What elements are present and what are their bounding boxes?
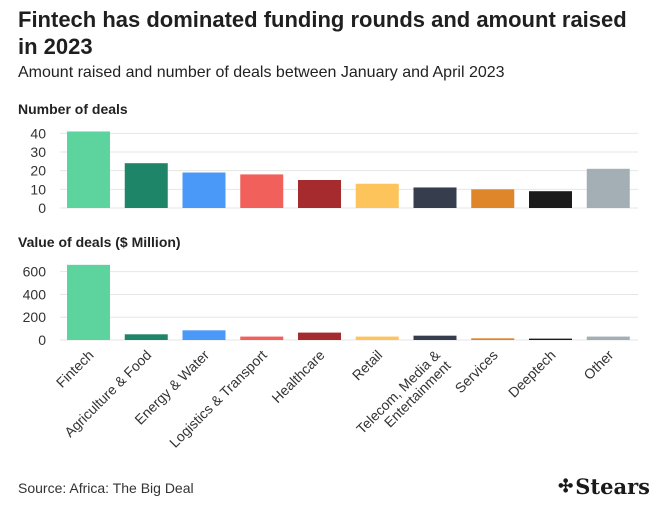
bar-telecom-media-entertainment xyxy=(413,335,457,340)
source-note: Source: Africa: The Big Deal xyxy=(18,480,194,496)
x-tick-label: Other xyxy=(580,347,616,383)
bar-other xyxy=(586,336,630,340)
bar-healthcare xyxy=(298,180,341,208)
x-tick-label: Healthcare xyxy=(268,347,327,406)
bar-services xyxy=(471,338,515,340)
bar-services xyxy=(471,189,515,208)
bar-deeptech xyxy=(529,338,572,340)
y-tick-label: 30 xyxy=(30,144,46,160)
chart-title: Fintech has dominated funding rounds and… xyxy=(18,7,627,59)
x-tick-label: Retail xyxy=(349,347,386,384)
stears-logo-text: Stears xyxy=(575,474,650,499)
x-tick-label: Deeptech xyxy=(505,347,559,401)
x-tick-label: Services xyxy=(452,347,501,396)
bar-fintech xyxy=(67,264,110,340)
y-tick-label: 0 xyxy=(38,332,46,348)
stears-logo: ✣ Stears xyxy=(558,474,650,499)
y-tick-label: 20 xyxy=(30,163,46,179)
y-tick-label: 400 xyxy=(23,286,47,302)
bar-agriculture-food xyxy=(124,334,168,340)
bar-deeptech xyxy=(529,191,572,208)
bar-retail xyxy=(355,336,399,340)
chart-subtitle: Amount raised and number of deals betwee… xyxy=(18,64,505,81)
bar-telecom-media-entertainment xyxy=(413,187,457,208)
bar-fintech xyxy=(67,131,110,208)
bar-energy-water xyxy=(182,330,226,340)
bar-healthcare xyxy=(298,332,341,340)
stears-logo-icon: ✣ xyxy=(558,475,574,497)
bar-retail xyxy=(355,183,399,208)
bar-other xyxy=(586,168,630,208)
y-tick-label: 0 xyxy=(38,200,46,216)
y-tick-label: 40 xyxy=(30,125,46,141)
y-tick-label: 200 xyxy=(23,309,47,325)
x-tick-label: Fintech xyxy=(53,347,97,391)
panel-title-deals-value: Value of deals ($ Million) xyxy=(18,234,181,250)
bar-energy-water xyxy=(182,172,226,208)
panel-title-deals-count: Number of deals xyxy=(18,101,128,117)
bar-logistics-transport xyxy=(240,336,284,340)
y-tick-label: 600 xyxy=(23,264,47,280)
bar-agriculture-food xyxy=(124,163,168,208)
x-tick-label: Logistics & Transport xyxy=(166,347,270,451)
bar-logistics-transport xyxy=(240,174,284,208)
y-tick-label: 10 xyxy=(30,181,46,197)
